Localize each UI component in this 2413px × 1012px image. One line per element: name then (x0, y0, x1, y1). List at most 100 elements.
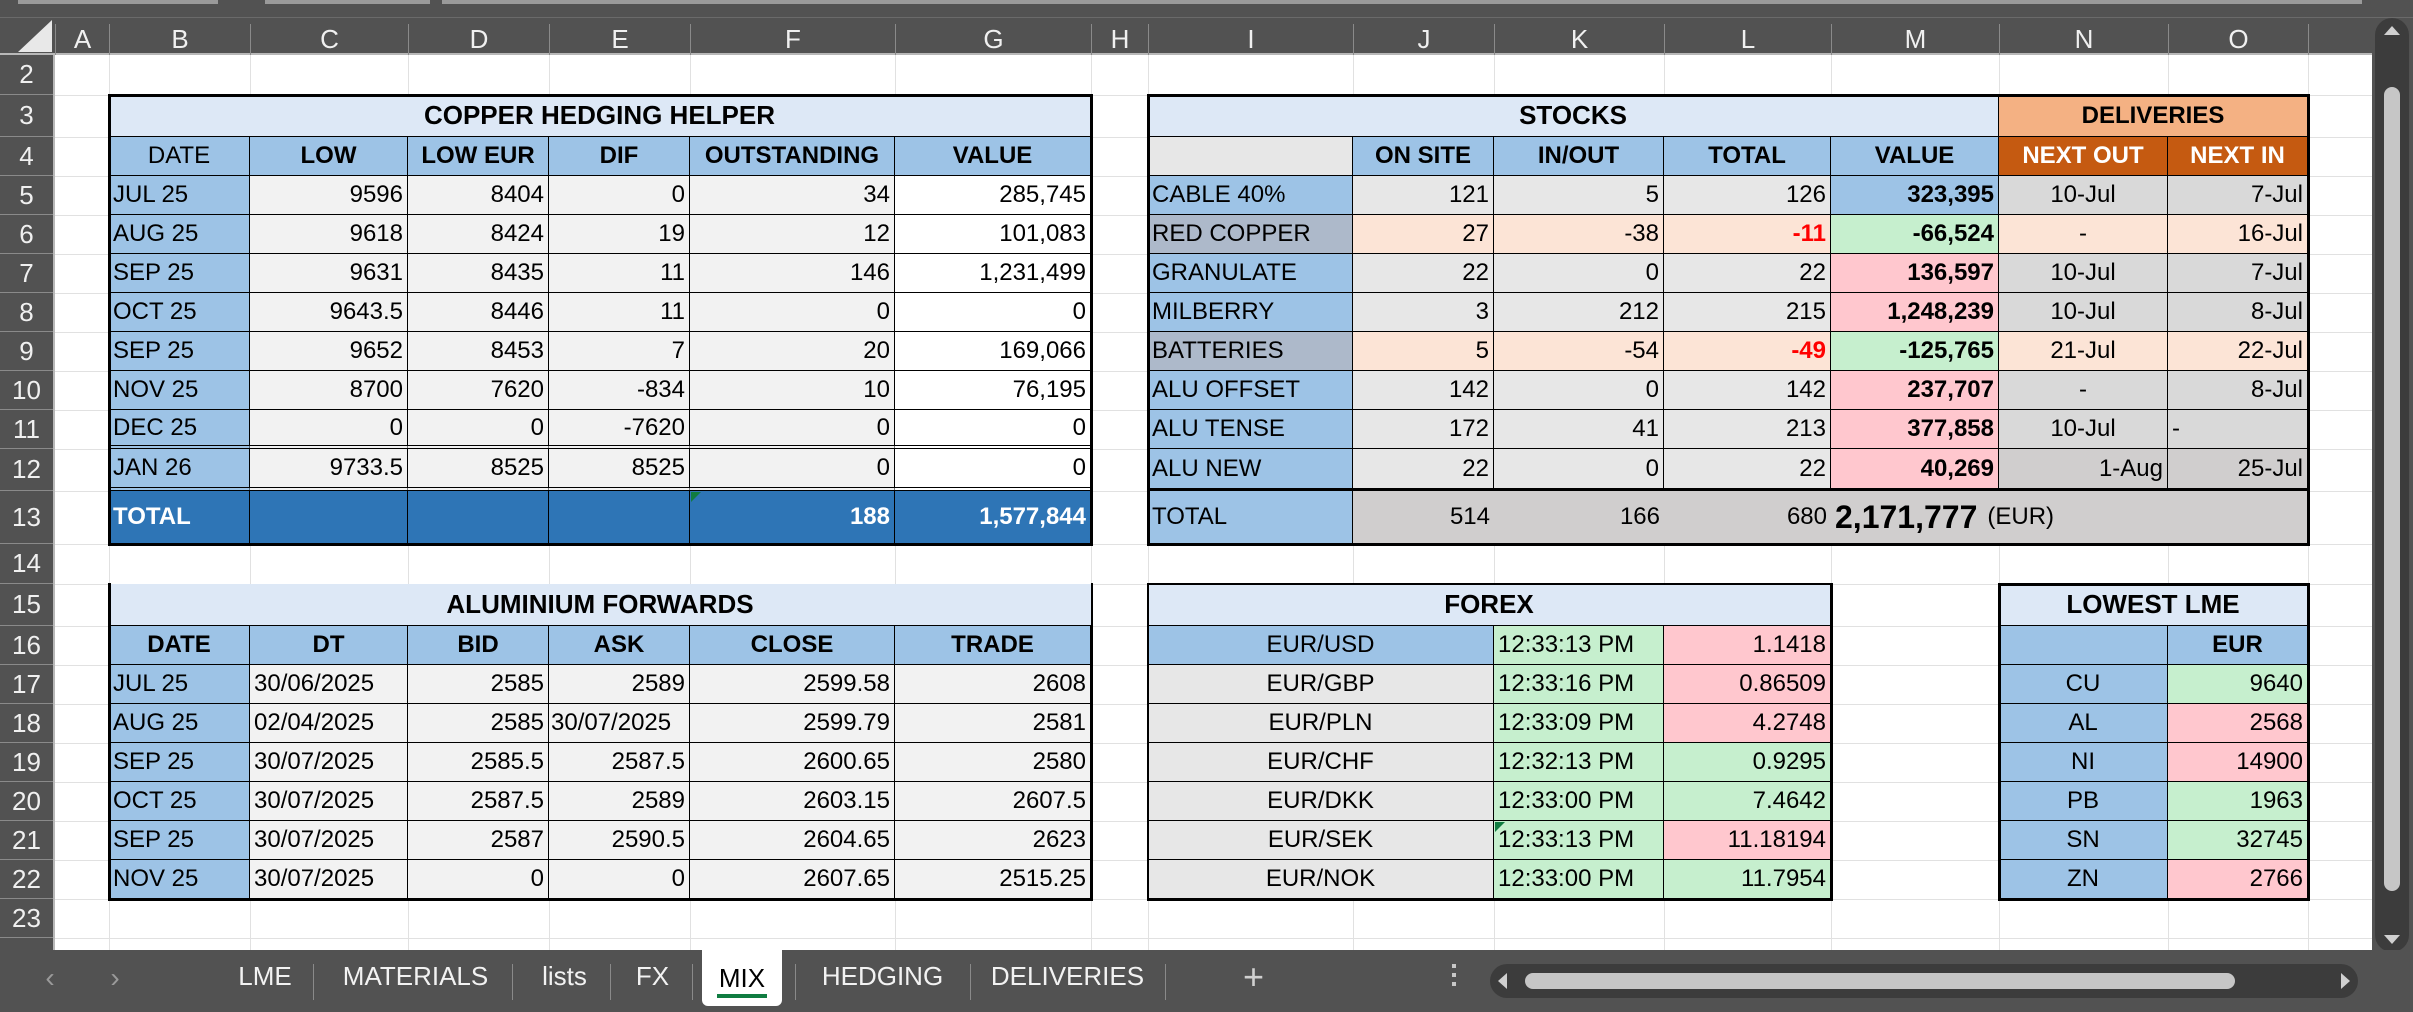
row-header-19[interactable]: 19 (0, 743, 53, 782)
aluminium-ask[interactable]: 30/07/2025 (549, 704, 690, 743)
sheet-tab-lists[interactable]: lists (542, 960, 587, 991)
row-header-18[interactable]: 18 (0, 704, 53, 743)
forex-rate[interactable]: 4.2748 (1664, 704, 1831, 743)
sheet-tab-materials[interactable]: MATERIALS (342, 960, 489, 991)
vertical-scrollbar[interactable] (2375, 18, 2409, 952)
formula-toolbar[interactable] (265, 0, 430, 4)
copper-value[interactable]: 1,231,499 (895, 254, 1091, 293)
row-header-9[interactable]: 9 (0, 332, 53, 371)
stock-value[interactable]: 323,395 (1831, 176, 1999, 215)
aluminium-close[interactable]: 2599.79 (690, 704, 895, 743)
forex-pair[interactable]: EUR/NOK (1148, 860, 1494, 899)
copper-value[interactable]: 285,745 (895, 176, 1091, 215)
lme-metal[interactable]: CU (1999, 665, 2168, 704)
copper-low[interactable]: 9643.5 (250, 293, 408, 332)
delivery-next-out[interactable]: - (1999, 215, 2168, 254)
stock-total[interactable]: 142 (1664, 371, 1831, 410)
delivery-next-in[interactable]: 7-Jul (2168, 254, 2308, 293)
row-header-22[interactable]: 22 (0, 860, 53, 899)
forex-pair[interactable]: EUR/SEK (1148, 821, 1494, 860)
stock-total[interactable]: 215 (1664, 293, 1831, 332)
forex-time[interactable]: 12:33:16 PM (1494, 665, 1664, 704)
copper-date[interactable]: JAN 26 (109, 449, 250, 491)
lme-metal[interactable]: SN (1999, 821, 2168, 860)
aluminium-ask[interactable]: 0 (549, 860, 690, 899)
stock-name[interactable]: RED COPPER (1148, 215, 1353, 254)
copper-low-eur[interactable]: 7620 (408, 371, 549, 410)
stock-in-out[interactable]: -54 (1494, 332, 1664, 371)
forex-pair[interactable]: EUR/USD (1148, 626, 1494, 665)
stock-name[interactable]: ALU NEW (1148, 449, 1353, 491)
select-all-button[interactable] (18, 20, 52, 52)
aluminium-close[interactable]: 2607.65 (690, 860, 895, 899)
aluminium-close[interactable]: 2599.58 (690, 665, 895, 704)
horizontal-scrollbar[interactable] (1490, 964, 2358, 998)
aluminium-ask[interactable]: 2587.5 (549, 743, 690, 782)
stocks-total-total[interactable]: 680 (1664, 491, 1831, 544)
copper-value[interactable]: 169,066 (895, 332, 1091, 371)
copper-dif[interactable]: -834 (549, 371, 690, 410)
copper-dif[interactable]: 7 (549, 332, 690, 371)
scroll-up-icon[interactable] (2384, 26, 2400, 35)
column-header-J[interactable]: J (1353, 24, 1494, 55)
delivery-next-in[interactable]: 8-Jul (2168, 371, 2308, 410)
aluminium-date[interactable]: OCT 25 (109, 782, 250, 821)
aluminium-date[interactable]: SEP 25 (109, 743, 250, 782)
more-options-icon[interactable] (1452, 964, 1456, 986)
stock-value[interactable]: -66,524 (1831, 215, 1999, 254)
forex-pair[interactable]: EUR/CHF (1148, 743, 1494, 782)
stock-name[interactable]: ALU OFFSET (1148, 371, 1353, 410)
delivery-next-out[interactable]: 10-Jul (1999, 176, 2168, 215)
copper-date[interactable]: JUL 25 (109, 176, 250, 215)
copper-dif[interactable]: -7620 (549, 410, 690, 449)
copper-value[interactable]: 0 (895, 410, 1091, 449)
stock-total[interactable]: 22 (1664, 449, 1831, 491)
lme-eur[interactable]: 2766 (2168, 860, 2308, 899)
stock-in-out[interactable]: 212 (1494, 293, 1664, 332)
forex-time[interactable]: 12:33:13 PM (1494, 821, 1664, 860)
aluminium-dt[interactable]: 30/07/2025 (250, 860, 408, 899)
column-header-H[interactable]: H (1091, 24, 1148, 55)
stocks-total-on-site[interactable]: 514 (1353, 491, 1494, 544)
row-header-4[interactable]: 4 (0, 137, 53, 176)
stock-total[interactable]: 213 (1664, 410, 1831, 449)
delivery-next-out[interactable]: 10-Jul (1999, 254, 2168, 293)
aluminium-bid[interactable]: 2585 (408, 665, 549, 704)
stock-value[interactable]: 136,597 (1831, 254, 1999, 293)
copper-date[interactable]: NOV 25 (109, 371, 250, 410)
forex-pair[interactable]: EUR/PLN (1148, 704, 1494, 743)
column-header-F[interactable]: F (690, 24, 895, 55)
lme-metal[interactable]: NI (1999, 743, 2168, 782)
delivery-next-out[interactable]: 10-Jul (1999, 293, 2168, 332)
stock-in-out[interactable]: 41 (1494, 410, 1664, 449)
row-header-17[interactable]: 17 (0, 665, 53, 704)
sheet-tab-mix[interactable]: MIX (702, 950, 782, 1006)
aluminium-dt[interactable]: 30/07/2025 (250, 743, 408, 782)
aluminium-bid[interactable]: 2587 (408, 821, 549, 860)
row-header-8[interactable]: 8 (0, 293, 53, 332)
delivery-next-out[interactable]: 10-Jul (1999, 410, 2168, 449)
lme-eur[interactable]: 2568 (2168, 704, 2308, 743)
row-header-7[interactable]: 7 (0, 254, 53, 293)
delivery-next-in[interactable]: 8-Jul (2168, 293, 2308, 332)
stock-value[interactable]: 377,858 (1831, 410, 1999, 449)
stocks-total-value-cell[interactable]: 2,171,777 (EUR) (1831, 491, 2308, 544)
copper-low[interactable]: 9733.5 (250, 449, 408, 491)
stock-in-out[interactable]: 0 (1494, 449, 1664, 491)
lme-metal[interactable]: AL (1999, 704, 2168, 743)
formula-input[interactable] (442, 0, 2362, 4)
delivery-next-out[interactable]: 1-Aug (1999, 449, 2168, 491)
forex-rate[interactable]: 7.4642 (1664, 782, 1831, 821)
aluminium-bid[interactable]: 2585 (408, 704, 549, 743)
aluminium-dt[interactable]: 30/06/2025 (250, 665, 408, 704)
stock-total[interactable]: 22 (1664, 254, 1831, 293)
copper-outstanding[interactable]: 10 (690, 371, 895, 410)
copper-total-value[interactable]: 1,577,844 (895, 491, 1091, 544)
row-header-16[interactable]: 16 (0, 626, 53, 665)
forex-pair[interactable]: EUR/GBP (1148, 665, 1494, 704)
column-header-G[interactable]: G (895, 24, 1091, 55)
copper-low[interactable]: 8700 (250, 371, 408, 410)
stock-on-site[interactable]: 22 (1353, 449, 1494, 491)
copper-date[interactable]: AUG 25 (109, 215, 250, 254)
copper-outstanding[interactable]: 0 (690, 449, 895, 491)
